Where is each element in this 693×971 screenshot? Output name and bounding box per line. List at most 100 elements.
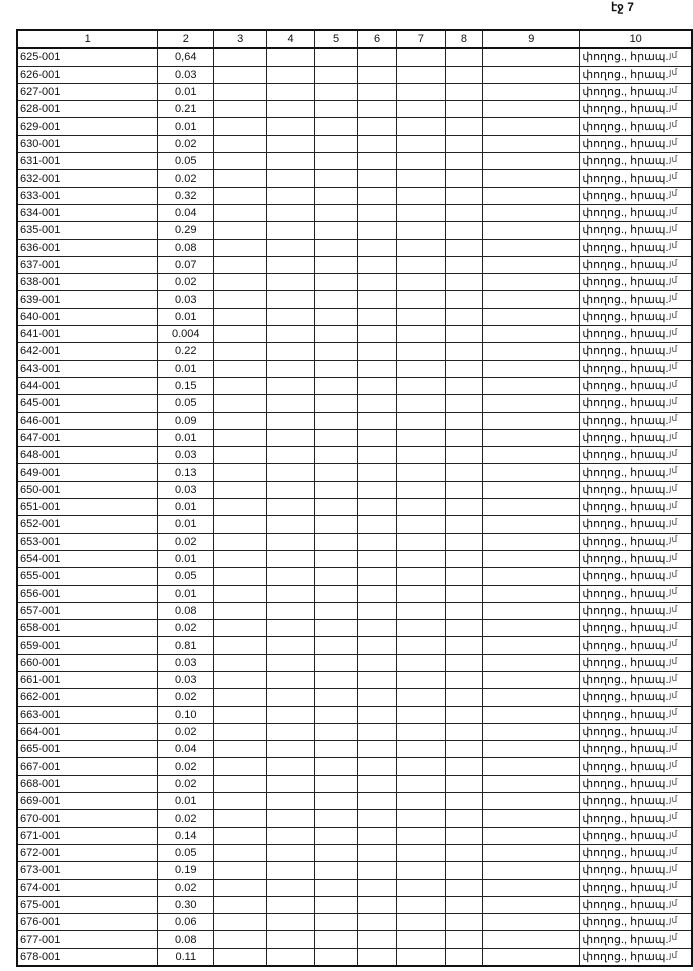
area-value: 0.30: [157, 895, 215, 915]
empty-cell: [266, 757, 316, 776]
parcel-code: 657-001: [16, 601, 159, 621]
margin-mark: յմ: [669, 793, 678, 804]
empty-cell: [314, 238, 359, 257]
empty-cell: [444, 653, 484, 672]
empty-cell: [266, 584, 316, 603]
empty-cell: [396, 757, 446, 776]
empty-cell: [213, 740, 268, 759]
empty-cell: [396, 325, 446, 344]
empty-cell: [213, 134, 268, 154]
empty-cell: [357, 792, 398, 811]
table-row: 640-001 0.01 փողոց., հրապ.: [16, 307, 693, 327]
land-use: փողոց., հրապ.: [579, 463, 693, 482]
empty-cell: [444, 947, 484, 967]
parcel-code: 626-001: [16, 65, 159, 84]
margin-mark: յմ: [669, 655, 678, 666]
empty-cell: [396, 515, 446, 534]
empty-cell: [396, 670, 446, 690]
margin-mark: յմ: [669, 672, 678, 683]
empty-cell: [444, 757, 484, 776]
area-value: 0.03: [157, 670, 215, 690]
empty-cell: [266, 428, 316, 448]
empty-cell: [396, 792, 446, 811]
empty-cell: [266, 238, 316, 257]
empty-cell: [396, 636, 446, 655]
empty-cell: [314, 411, 359, 430]
empty-cell: [482, 394, 581, 413]
area-value: 0.81: [157, 636, 215, 655]
empty-cell: [482, 895, 581, 915]
margin-mark: յմ: [669, 465, 678, 476]
empty-cell: [314, 913, 359, 932]
empty-cell: [266, 792, 316, 811]
empty-cell: [482, 913, 581, 932]
area-value: 0.21: [157, 100, 215, 119]
empty-cell: [444, 255, 484, 275]
empty-cell: [357, 238, 398, 257]
empty-cell: [482, 619, 581, 638]
empty-cell: [444, 861, 484, 880]
table-row: 656-001 0.01 փողոց., հրապ.: [16, 584, 693, 603]
empty-cell: [213, 100, 268, 119]
margin-mark: յմ: [669, 188, 678, 199]
table-row: 628-001 0.21 փողոց., հրապ.: [16, 100, 693, 119]
area-value: 0.02: [157, 722, 215, 742]
empty-cell: [213, 792, 268, 811]
parcel-code: 630-001: [16, 134, 159, 154]
margin-mark: յմ: [669, 482, 678, 493]
land-use: փողոց., հրապ.: [579, 117, 693, 136]
empty-cell: [213, 653, 268, 672]
empty-cell: [266, 515, 316, 534]
empty-cell: [213, 826, 268, 845]
area-value: 0.03: [157, 653, 215, 672]
margin-mark: յմ: [669, 292, 678, 303]
empty-cell: [213, 446, 268, 465]
empty-cell: [213, 705, 268, 724]
margin-mark: յմ: [669, 274, 678, 285]
empty-cell: [314, 947, 359, 967]
parcel-code: 671-001: [16, 826, 159, 845]
empty-cell: [396, 186, 446, 205]
empty-cell: [314, 532, 359, 551]
empty-cell: [266, 826, 316, 845]
empty-cell: [444, 480, 484, 500]
empty-cell: [314, 134, 359, 154]
empty-cell: [314, 394, 359, 413]
margin-mark: յմ: [669, 759, 678, 770]
empty-cell: [357, 549, 398, 569]
empty-cell: [482, 359, 581, 378]
margin-mark: յմ: [669, 378, 678, 389]
empty-cell: [266, 619, 316, 638]
empty-cell: [314, 428, 359, 448]
land-use: փողոց., հրապ.: [579, 653, 693, 672]
margin-mark: յմ: [669, 153, 678, 164]
table-row: 631-001 0.05 փողոց., հրապ.: [16, 152, 693, 171]
empty-cell: [266, 878, 316, 897]
empty-cell: [444, 82, 484, 102]
area-value: 0.03: [157, 290, 215, 309]
land-use: փողոց., հրապ.: [579, 601, 693, 621]
empty-cell: [396, 47, 446, 67]
table-row: 632-001 0.02 փողոց., հրապ.: [16, 169, 693, 188]
parcel-code: 628-001: [16, 100, 159, 119]
parcel-code: 676-001: [16, 913, 159, 932]
empty-cell: [482, 930, 581, 949]
margin-mark: յմ: [669, 205, 678, 216]
table-row: 653-001 0.02 փողոց., հրապ.: [16, 532, 693, 551]
empty-cell: [396, 342, 446, 361]
empty-cell: [444, 619, 484, 638]
empty-cell: [357, 342, 398, 361]
empty-cell: [396, 100, 446, 119]
empty-cell: [482, 705, 581, 724]
empty-cell: [482, 584, 581, 603]
margin-mark: յմ: [669, 67, 678, 78]
empty-cell: [357, 186, 398, 205]
area-value: 0.06: [157, 913, 215, 932]
empty-cell: [482, 273, 581, 292]
empty-cell: [314, 653, 359, 672]
land-use: փողոց., հրապ.: [579, 411, 693, 430]
empty-cell: [314, 463, 359, 482]
empty-cell: [314, 567, 359, 586]
empty-cell: [482, 186, 581, 205]
empty-cell: [266, 809, 316, 828]
